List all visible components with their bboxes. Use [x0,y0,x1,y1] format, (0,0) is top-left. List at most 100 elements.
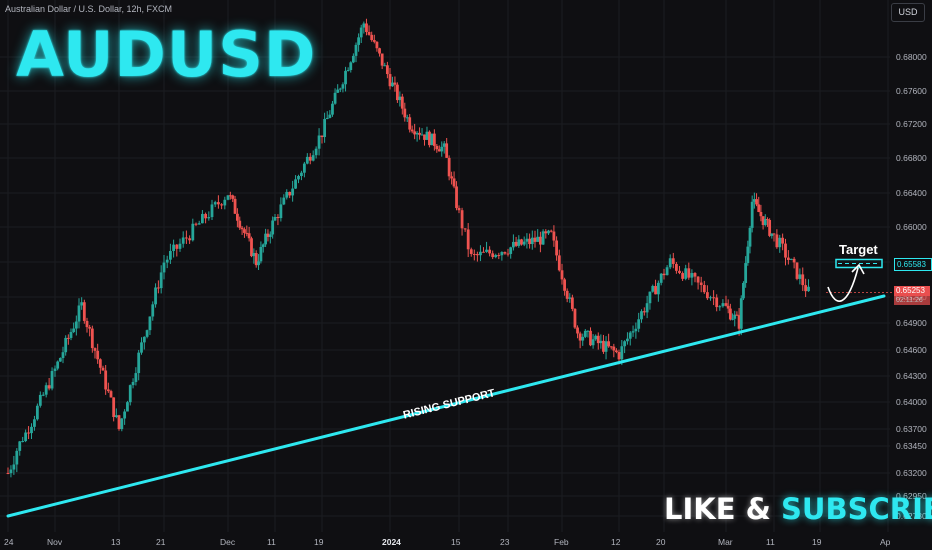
candle [581,336,585,341]
candle [631,331,635,333]
candle [69,332,73,338]
candle [137,352,141,374]
candle [21,441,25,443]
candle [372,40,376,42]
candle [346,70,350,72]
candle [398,96,402,101]
candle [194,223,198,225]
candle [109,391,113,398]
candle [739,298,743,329]
candle [266,233,270,237]
y-tick-label: 0.64000 [896,397,927,407]
candle [485,249,488,252]
candle [359,27,363,38]
candle [413,131,417,135]
candle [654,285,657,295]
y-tick-label: 0.63200 [896,468,927,478]
candle [341,84,345,89]
candle [786,257,790,260]
candle [380,53,384,66]
candle [357,37,361,45]
candle [88,327,92,329]
candle [628,332,632,339]
candle [238,220,242,228]
x-tick-label: 19 [812,537,822,547]
candle [752,199,756,202]
candle [247,233,251,239]
candle [72,328,76,333]
candle [185,237,188,239]
candle [279,204,283,219]
candle [750,201,754,228]
candle [405,117,409,119]
candle [344,70,347,85]
x-tick-label: 11 [766,537,775,547]
candle [718,306,722,308]
candle [325,117,329,120]
candle [317,135,321,149]
candle [681,273,684,279]
candle [539,236,542,245]
candle [530,237,534,245]
candle [93,348,97,351]
y-tick-label: 0.62730 [896,511,927,521]
candle [159,272,163,289]
x-tick-label: 23 [500,537,510,547]
y-tick-label: 0.68000 [896,52,927,62]
projection-arrow-head [851,263,865,275]
target-label: Target [839,242,878,257]
cta-subscribe: SUBSCRIBE [781,492,932,526]
currency-button[interactable]: USD [891,3,925,22]
candle [549,230,553,232]
candle [568,297,572,299]
projection-arrow [827,267,859,302]
candle [162,262,166,273]
candle [302,163,306,173]
candle [354,44,358,56]
candle [757,204,761,212]
candle [385,65,389,75]
candle [400,96,404,109]
candle [591,339,595,346]
candle [6,473,10,474]
candle [520,239,523,245]
y-tick-label: 0.64900 [896,318,927,328]
candle [126,402,129,412]
candle [733,314,737,319]
candle [106,389,110,392]
candle [430,133,434,146]
candle [432,133,436,146]
candle [56,361,60,369]
candle [308,156,312,161]
candle [61,352,65,359]
candle [35,405,39,420]
candle [33,419,36,427]
candle [615,350,618,353]
x-tick-label: 19 [314,537,324,547]
candle [634,328,638,332]
candle [220,204,223,206]
candle [547,230,550,234]
candle [53,368,57,372]
x-tick-label: 24 [4,537,14,547]
candle [395,84,399,101]
x-tick-label: 11 [267,537,276,547]
candle [617,352,621,360]
x-tick-label: Feb [554,537,569,547]
y-tick-label: 0.67600 [896,86,927,96]
candle [285,191,289,198]
candle [706,292,709,299]
candle [140,342,143,353]
candle [80,302,84,306]
y-tick-label: 0.66400 [896,188,927,198]
candle [795,262,799,279]
candle [728,308,732,320]
candle [640,311,643,320]
candle [671,258,675,264]
candle [213,202,217,205]
candle [250,238,253,257]
candle [784,243,787,258]
candle [789,258,793,260]
candle [24,432,28,442]
